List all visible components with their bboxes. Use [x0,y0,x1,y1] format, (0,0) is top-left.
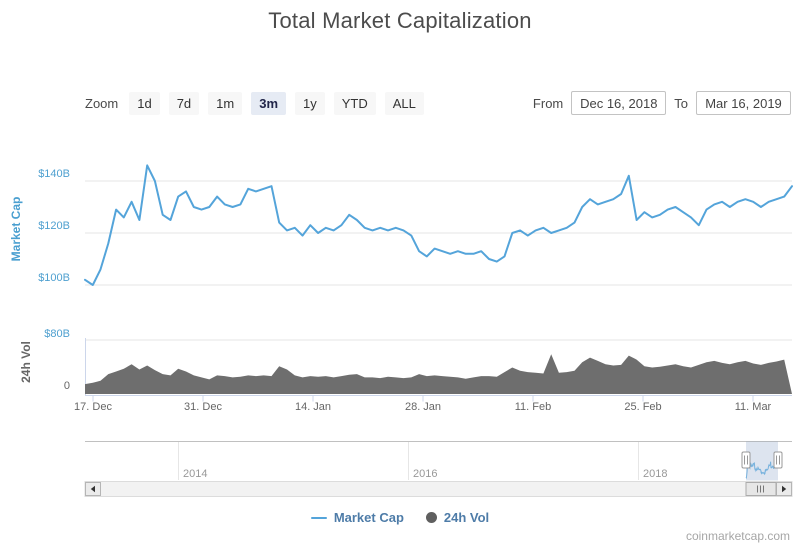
svg-text:11. Feb: 11. Feb [515,401,552,413]
volume-y-axis-title: 24h Vol [19,341,33,383]
zoom-button-ytd[interactable]: YTD [333,91,376,115]
svg-text:2014: 2014 [183,468,207,480]
svg-text:14. Jan: 14. Jan [295,401,331,413]
navigator-year-labels: 2014 2016 2018 [183,468,667,480]
market-cap-line [84,164,793,286]
svg-text:28. Jan: 28. Jan [405,401,441,413]
legend-label-market-cap: Market Cap [333,510,404,525]
zoom-range-selector: Zoom 1d 7d 1m 3m 1y YTD ALL [85,91,424,115]
svg-text:2016: 2016 [413,468,437,480]
scrollbar [84,481,793,497]
svg-text:0: 0 [64,380,70,392]
x-axis-labels: 17. Dec 31. Dec 14. Jan 28. Jan 11. Feb … [74,401,772,413]
zoom-button-1m[interactable]: 1m [208,91,243,115]
navigator: 2014 2016 2018 [85,441,792,481]
zoom-label: Zoom [85,95,119,111]
zoom-button-7d[interactable]: 7d [168,91,200,115]
zoom-button-1d[interactable]: 1d [129,91,160,115]
dot-symbol-icon [425,512,437,523]
svg-text:$80B: $80B [44,328,70,340]
zoom-button-1y[interactable]: 1y [295,91,325,115]
scrollbar-track[interactable] [84,481,793,497]
scrollbar-thumb[interactable] [745,482,777,496]
volume-area [85,354,792,394]
price-y-axis-title: Market Cap [9,197,23,262]
navigator-gridlines [178,442,639,480]
svg-text:2018: 2018 [643,468,667,480]
svg-text:$120B: $120B [38,220,70,232]
svg-text:$100B: $100B [38,272,70,284]
watermark: coinmarketcap.com [685,529,790,543]
page-title: Total Market Capitalization [268,8,532,33]
navigator-handle-right[interactable] [773,451,783,469]
svg-text:31. Dec: 31. Dec [184,401,222,413]
legend-item-market-cap[interactable]: Market Cap [310,510,404,525]
date-range-inputs: From To [533,91,791,115]
svg-text:11. Mar: 11. Mar [735,401,772,413]
volume-y-axis-labels: $80B 0 [44,328,70,392]
zoom-button-3m[interactable]: 3m [251,91,287,115]
svg-text:17. Dec: 17. Dec [74,401,112,413]
to-date-input[interactable] [696,91,791,115]
legend-item-24h-vol[interactable]: 24h Vol [425,510,490,525]
line-symbol-icon [310,516,327,519]
scrollbar-left-arrow-button[interactable] [85,482,101,496]
navigator-selection[interactable] [746,441,778,481]
price-gridlines [85,180,792,286]
to-label: To [674,95,688,111]
svg-text:25. Feb: 25. Feb [624,401,661,413]
svg-text:$140B: $140B [38,168,70,180]
from-label: From [532,95,564,111]
left-arrow-icon [90,485,95,493]
toolbar: Zoom 1d 7d 1m 3m 1y YTD ALL From To [85,90,791,116]
right-arrow-icon [782,485,787,493]
price-y-axis-labels: $140B $120B $100B [38,168,70,284]
x-axis-ticks [92,395,754,402]
scrollbar-right-arrow-button[interactable] [776,482,792,496]
navigator-mini-series [745,460,779,480]
legend-label-24h-vol: 24h Vol [443,510,490,525]
from-date-input[interactable] [571,91,667,115]
chart-legend: Market Cap 24h Vol [0,510,800,525]
zoom-button-all[interactable]: ALL [384,91,424,115]
navigator-handle-left[interactable] [741,451,751,469]
